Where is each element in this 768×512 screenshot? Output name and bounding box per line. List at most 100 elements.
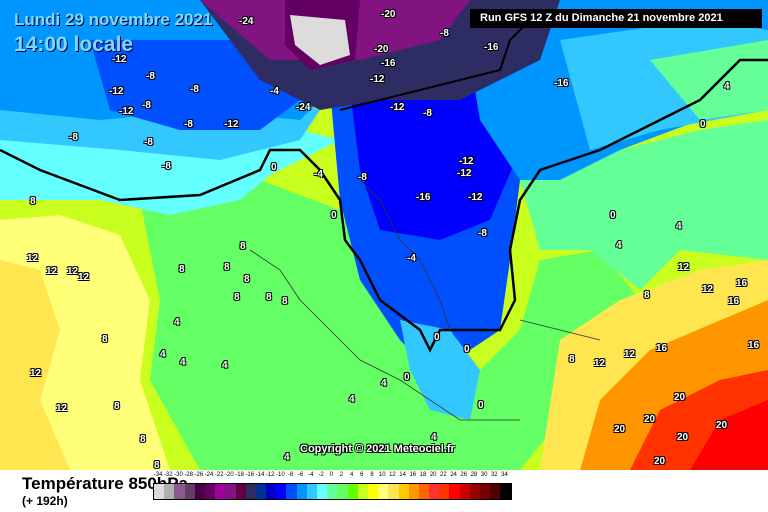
contour-label: -8 (423, 108, 432, 119)
contour-label: -8 (144, 137, 153, 148)
contour-label: 4 (174, 317, 180, 328)
legend-swatch (490, 484, 501, 499)
hot-zone-red-deep (690, 400, 768, 470)
legend-label: 22 (440, 472, 447, 478)
contour-label: 4 (676, 221, 682, 232)
contour-label: 4 (180, 357, 186, 368)
legend-label: 12 (389, 472, 396, 478)
legend-label: -10 (276, 472, 285, 478)
contour-label: 16 (736, 278, 748, 289)
contour-label: -8 (146, 71, 155, 82)
contour-label: 8 (224, 262, 230, 273)
contour-label: -12 (457, 168, 472, 179)
legend-label: -12 (265, 472, 275, 478)
legend-label: -18 (235, 472, 244, 478)
legend-swatch (306, 484, 317, 499)
arctic-zone-coldest (290, 15, 350, 65)
legend-label: -32 (163, 472, 173, 478)
legend-swatch (296, 484, 307, 499)
contour-label: -16 (381, 58, 396, 69)
coastlines (249, 179, 601, 421)
contour-label: 16 (748, 340, 760, 351)
legend-swatch (174, 484, 185, 499)
contour-label: -20 (374, 44, 389, 55)
contour-label: -12 (109, 86, 124, 97)
hot-zone-yellow (540, 260, 768, 470)
legend-label: 18 (419, 472, 427, 478)
legend-swatch (184, 484, 195, 499)
contour-label: -16 (554, 78, 569, 89)
contour-label: 0 (464, 344, 470, 355)
contour-label: -12 (119, 106, 134, 117)
contour-label: 4 (431, 432, 437, 443)
legend-swatch (266, 484, 277, 499)
copyright: Copyright © 2021 Meteociel.fr (300, 443, 455, 455)
legend-label: -14 (255, 472, 265, 478)
legend-swatch (388, 484, 399, 499)
legend-label: 14 (399, 472, 406, 478)
legend-swatch (449, 484, 460, 499)
legend-swatch (347, 484, 358, 499)
contour-label: 8 (30, 196, 36, 207)
legend-label: -20 (225, 472, 234, 478)
legend-label: 20 (429, 472, 437, 478)
contour-label: 12 (56, 403, 68, 414)
contour-label: -4 (407, 253, 416, 264)
contour-label: 0 (434, 332, 440, 343)
legend-label: 0 (329, 472, 333, 478)
contour-label: 0 (478, 400, 484, 411)
legend-label: -26 (194, 472, 204, 478)
legend-label: 34 (501, 472, 508, 478)
contour-label: 8 (179, 264, 185, 275)
lead-time: (+ 192h) (22, 494, 68, 508)
contour-label: -24 (239, 16, 254, 27)
contour-label: 16 (656, 343, 668, 354)
legend-swatch (469, 484, 480, 499)
contour-label: -12 (112, 54, 127, 65)
contour-label: 12 (594, 358, 606, 369)
contour-label: 4 (616, 240, 622, 251)
contour-label: 12 (702, 284, 714, 295)
legend-swatch (235, 484, 246, 499)
legend-label: 26 (460, 472, 468, 478)
legend-label: -8 (287, 472, 294, 478)
legend-swatch (367, 484, 379, 499)
legend-label: 24 (450, 472, 457, 478)
legend-swatch (408, 484, 419, 499)
contour-label: 12 (67, 266, 79, 277)
legend-swatch (327, 484, 338, 499)
legend-label: 30 (480, 472, 488, 478)
legend-swatch (357, 484, 368, 499)
contour-label: 0 (404, 372, 410, 383)
legend-swatch (317, 484, 328, 499)
contour-label: 8 (244, 274, 250, 285)
contour-label: 8 (282, 296, 288, 307)
legend-label: -28 (184, 472, 193, 478)
legend-label: 28 (470, 472, 478, 478)
warm-zone-southwest (0, 260, 70, 470)
contour-label: -8 (142, 100, 151, 111)
isotherm-minus-16 (339, 9, 541, 111)
contour-label: 20 (674, 392, 686, 403)
contour-label: 8 (569, 354, 575, 365)
contour-label: 20 (614, 424, 626, 435)
contour-label: -12 (390, 102, 405, 113)
forecast-time: 14:00 locale (14, 33, 134, 56)
contour-label: -8 (69, 132, 78, 143)
legend-swatch (418, 484, 430, 499)
legend-swatch (194, 484, 205, 499)
contour-label: -12 (224, 119, 239, 130)
contour-label: -12 (370, 74, 385, 85)
contour-label: 8 (114, 401, 120, 412)
contour-label: 12 (27, 253, 39, 264)
contour-label: -8 (440, 28, 449, 39)
legend-swatch (215, 484, 226, 499)
contour-label: 8 (266, 292, 272, 303)
legend-swatch (429, 484, 440, 499)
contour-label: 4 (349, 394, 355, 405)
legend-label: 16 (409, 472, 417, 478)
legend-label: -22 (214, 472, 224, 478)
legend-swatch (154, 484, 165, 499)
variable-title: Température 850hPa (22, 474, 188, 493)
contour-label: 8 (140, 434, 146, 445)
